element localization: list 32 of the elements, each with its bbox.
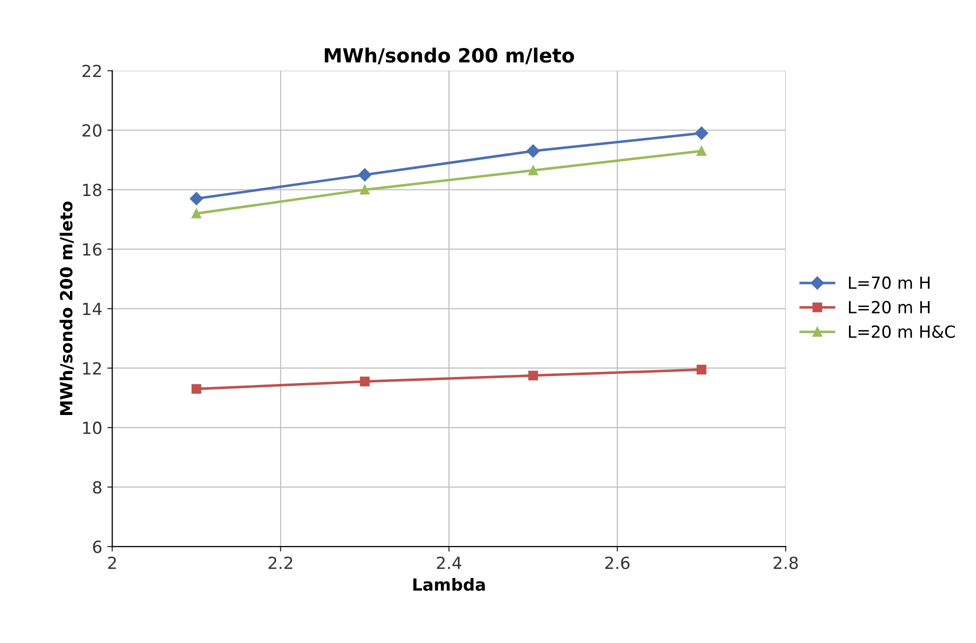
- point: [360, 376, 370, 386]
- point: [192, 384, 202, 394]
- point: [192, 208, 202, 218]
- legend-label: L=20 m H&C: [848, 325, 955, 338]
- y-tick-label: 14: [83, 302, 102, 315]
- y-tick-label: 8: [93, 481, 102, 494]
- chart-title: MWh/sondo 200 m/leto: [324, 48, 574, 64]
- y-tick-label: 18: [83, 184, 102, 196]
- legend-label: L=20 m H: [848, 300, 930, 314]
- legend-label: L=70 m H: [848, 276, 930, 290]
- x-tick-label: 2.4: [436, 556, 462, 569]
- x-tick-label: 2: [108, 556, 116, 569]
- point: [360, 184, 370, 195]
- x-tick-label: 2.6: [605, 556, 630, 570]
- point: [526, 144, 540, 158]
- y-tick-label: 22: [82, 64, 101, 78]
- y-tick-label: 12: [83, 362, 101, 374]
- point: [696, 364, 706, 374]
- point: [528, 165, 538, 176]
- x-axis-title: Lambda: [413, 578, 485, 591]
- y-axis-title: MWh/sondo 200 m/leto: [60, 201, 74, 416]
- point: [190, 192, 204, 206]
- point: [694, 126, 708, 140]
- point: [528, 370, 538, 380]
- x-tick-label: 2.2: [268, 556, 292, 569]
- point: [358, 168, 372, 182]
- y-tick-label: 20: [82, 124, 102, 137]
- x-tick-label: 2.8: [774, 556, 798, 570]
- y-tick-label: 6: [93, 540, 102, 554]
- point: [696, 146, 706, 156]
- y-tick-label: 16: [83, 243, 102, 256]
- y-tick-label: 10: [83, 422, 102, 434]
